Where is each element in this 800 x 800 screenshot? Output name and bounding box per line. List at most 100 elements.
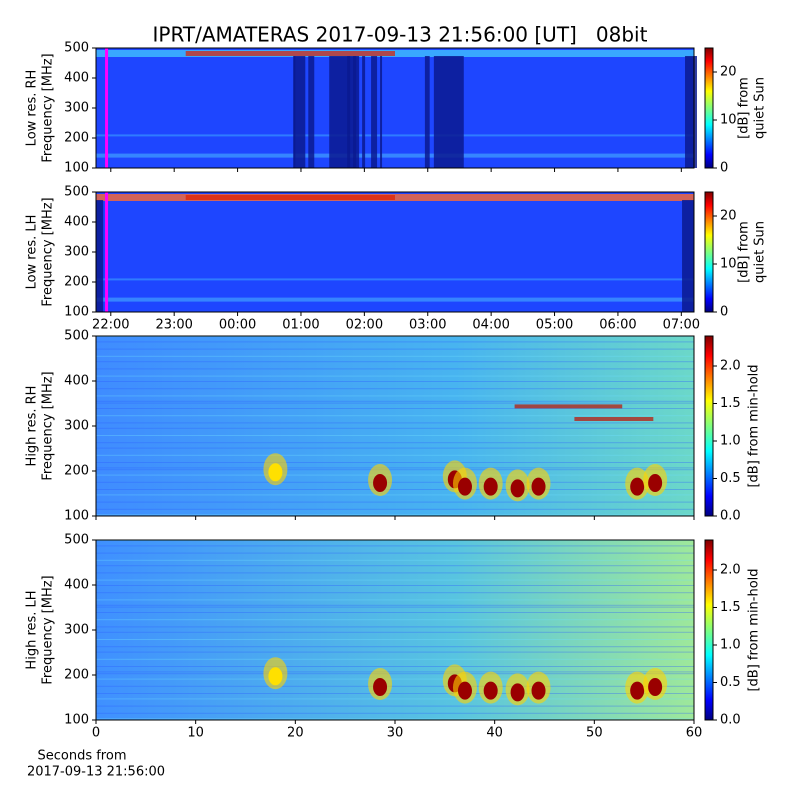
y-tick-label: 500 <box>64 41 89 56</box>
noise-line <box>96 545 694 547</box>
colorbar-tick-label: 1.5 <box>720 396 741 411</box>
y-axis-label: High res. RH <box>25 386 40 467</box>
burst <box>268 463 283 482</box>
chart-title: IPRT/AMATERAS 2017-09-13 21:56:00 [UT] 0… <box>153 23 648 47</box>
noise-line <box>96 447 694 449</box>
colorbar-tick-label: 0 <box>720 161 728 176</box>
noise-line <box>96 631 694 633</box>
noise-line <box>96 435 694 436</box>
noise-line <box>96 673 694 675</box>
colorbar-tick-label: 20 <box>720 65 737 80</box>
x-tick-label: 0 <box>92 726 100 741</box>
y-tick-label: 100 <box>64 161 89 176</box>
colorbar-label: [dB] from <box>737 221 752 283</box>
noise-line <box>96 400 694 402</box>
burst <box>648 474 663 492</box>
y-tick-label: 500 <box>64 533 89 548</box>
rfi-band <box>96 278 694 281</box>
colorbar-tick-label: 20 <box>720 209 737 224</box>
y-tick-label: 100 <box>64 509 89 524</box>
noise-line <box>96 368 694 370</box>
y-tick-label: 200 <box>64 275 89 290</box>
noise-line <box>96 395 694 397</box>
colorbar-tick-label: 10 <box>720 113 737 128</box>
burst <box>630 681 645 700</box>
noise-line <box>96 361 694 363</box>
colorbar-tick-label: 0.0 <box>720 713 741 728</box>
x-tick-label: 06:00 <box>599 318 636 333</box>
dark-band <box>685 56 697 168</box>
y-axis-label: High res. LH <box>25 590 40 669</box>
noise-line <box>96 442 694 444</box>
burst <box>531 681 546 700</box>
noise-line <box>96 514 694 516</box>
noise-line <box>96 712 694 714</box>
dark-band <box>362 56 366 168</box>
spectrum-background <box>96 48 694 168</box>
y-axis-label: Frequency [MHz] <box>41 575 56 684</box>
burst <box>510 479 525 498</box>
colorbar-tick-label: 1.5 <box>720 600 741 615</box>
noise-line <box>96 604 694 606</box>
x-tick-label: 04:00 <box>472 318 509 333</box>
spectrum-background <box>96 336 694 516</box>
colorbar-tick-label: 0.5 <box>720 675 741 690</box>
noise-line <box>96 651 694 653</box>
dark-band <box>293 56 296 168</box>
noise-line <box>96 462 694 463</box>
y-tick-label: 400 <box>64 71 89 86</box>
y-tick-label: 300 <box>64 245 89 260</box>
x-tick-label: 05:00 <box>536 318 573 333</box>
y-tick-label: 500 <box>64 185 89 200</box>
colorbar-label: [dB] from min-hold <box>747 364 762 487</box>
noise-line <box>96 678 694 680</box>
colorbar <box>704 335 714 517</box>
x-tick-label: 02:00 <box>346 318 383 333</box>
panel: 100 200 300 400 500 High res. RH Frequency [MH… <box>25 329 762 524</box>
noise-line <box>96 612 694 613</box>
burst <box>531 477 546 496</box>
noise-line <box>96 705 694 707</box>
noise-line <box>96 565 694 567</box>
burst <box>457 477 472 496</box>
rfi-band <box>185 51 395 56</box>
burst <box>630 477 645 496</box>
y-tick-label: 500 <box>64 329 89 344</box>
x-tick-label: 60 <box>686 726 703 741</box>
noise-line <box>96 592 694 594</box>
burst <box>457 681 472 700</box>
colorbar-tick-label: 2.0 <box>720 359 741 374</box>
dark-band <box>380 56 383 168</box>
noise-line <box>96 422 694 424</box>
y-tick-label: 200 <box>64 131 89 146</box>
noise-line <box>96 402 694 404</box>
noise-line <box>96 375 694 377</box>
noise-line <box>96 585 694 586</box>
noise-line <box>96 355 694 357</box>
noise-line <box>96 619 694 621</box>
noise-line <box>96 572 694 574</box>
y-tick-label: 100 <box>64 713 89 728</box>
rfi-band <box>96 297 694 302</box>
x-tick-label: 01:00 <box>282 318 319 333</box>
rfi-band <box>96 134 694 137</box>
panel: 100 200 300 400 500 0 10 20 30 40 50 60 Seconds from… <box>25 533 762 780</box>
noise-line <box>96 646 694 648</box>
x-tick-label: 30 <box>387 726 404 741</box>
noise-line <box>96 606 694 608</box>
burst-band <box>574 417 654 421</box>
y-axis-label: Low res. RH <box>25 70 40 147</box>
colorbar-label: [dB] from min-hold <box>747 568 762 691</box>
y-tick-label: 100 <box>64 305 89 320</box>
y-axis-label: Frequency [MHz] <box>41 371 56 480</box>
y-tick-label: 400 <box>64 578 89 593</box>
x-tick-label: 23:00 <box>155 318 192 333</box>
noise-line <box>96 693 694 694</box>
noise-line <box>96 559 694 561</box>
burst <box>648 678 663 696</box>
noise-line <box>96 474 694 476</box>
spectrum-background <box>96 192 694 312</box>
x-tick-label: 40 <box>486 726 503 741</box>
burst <box>268 667 283 686</box>
rfi-band <box>96 153 694 158</box>
